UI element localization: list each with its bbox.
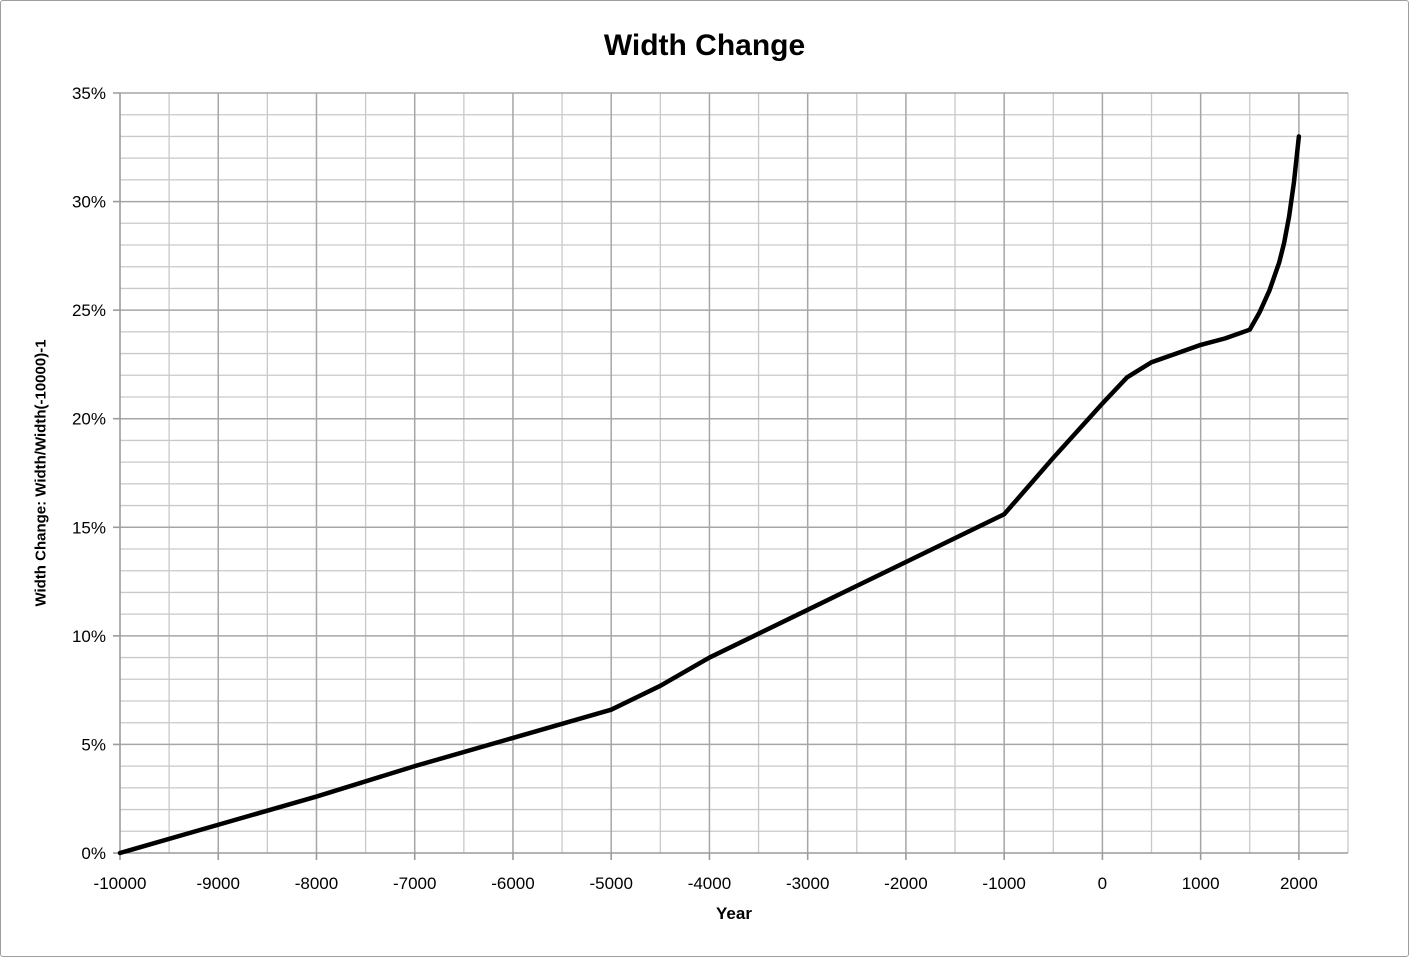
x-tick-label: -4000 bbox=[688, 874, 731, 893]
y-tick-label: 0% bbox=[81, 844, 106, 863]
x-tick-label: -1000 bbox=[982, 874, 1025, 893]
y-tick-label: 20% bbox=[72, 410, 106, 429]
x-tick-label: -6000 bbox=[491, 874, 534, 893]
x-tick-label: 2000 bbox=[1280, 874, 1318, 893]
x-tick-label: -10000 bbox=[94, 874, 147, 893]
y-tick-label: 30% bbox=[72, 193, 106, 212]
x-tick-label: -7000 bbox=[393, 874, 436, 893]
x-tick-label: 0 bbox=[1098, 874, 1107, 893]
x-tick-label: 1000 bbox=[1182, 874, 1220, 893]
x-tick-label: -5000 bbox=[589, 874, 632, 893]
x-tick-label: -3000 bbox=[786, 874, 829, 893]
y-tick-label: 5% bbox=[81, 735, 106, 754]
y-tick-label: 25% bbox=[72, 301, 106, 320]
x-tick-label: -8000 bbox=[295, 874, 338, 893]
x-tick-label: -9000 bbox=[196, 874, 239, 893]
y-tick-label: 10% bbox=[72, 627, 106, 646]
y-tick-label: 15% bbox=[72, 518, 106, 537]
x-tick-label: -2000 bbox=[884, 874, 927, 893]
series-line-width-change bbox=[117, 134, 1302, 856]
x-axis-title: Year bbox=[716, 904, 752, 923]
chart-title: Width Change bbox=[603, 29, 806, 62]
y-tick-label: 35% bbox=[72, 84, 106, 103]
